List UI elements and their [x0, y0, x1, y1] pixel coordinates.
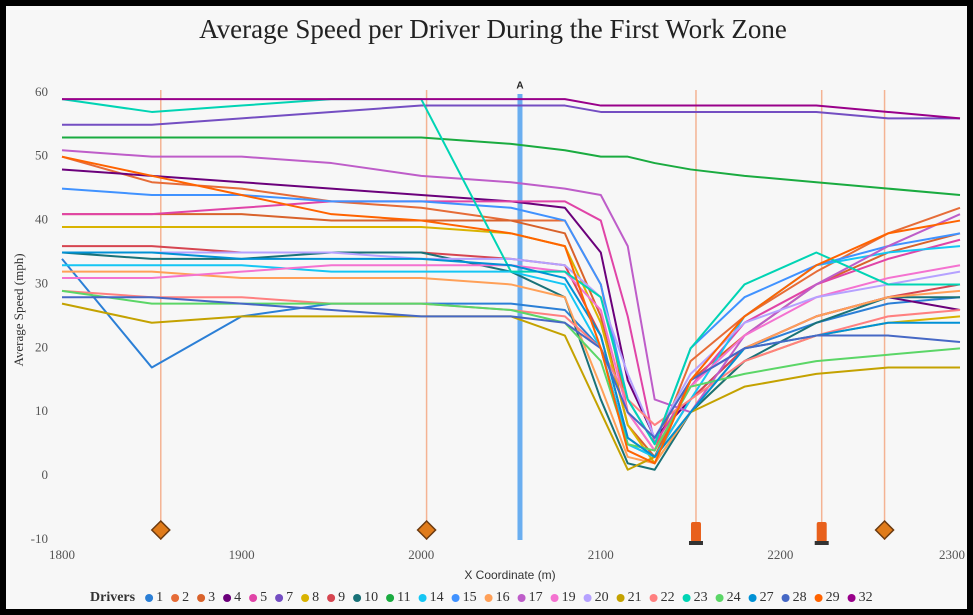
series-line [61, 187, 961, 446]
legend-label: 27 [760, 590, 774, 605]
legend-label: 19 [562, 590, 576, 605]
legend-label: 23 [694, 590, 708, 605]
legend-label: 24 [727, 590, 741, 605]
legend-label: 32 [859, 590, 873, 605]
legend-label: 5 [260, 590, 267, 605]
sign-icon [150, 519, 171, 541]
legend-label: 4 [234, 590, 241, 605]
legend-label: 22 [661, 590, 675, 605]
sign-icon [874, 519, 895, 541]
y-tick-label: 0 [42, 467, 49, 482]
legend-label: 28 [793, 590, 807, 605]
barrel-base [688, 541, 703, 545]
legend-label: 20 [595, 590, 609, 605]
legend-marker [715, 594, 724, 602]
legend-label: 15 [463, 590, 477, 605]
legend-marker [682, 594, 691, 602]
barrel-icon [816, 522, 827, 542]
y-tick-label: 50 [35, 148, 48, 163]
legend-marker [197, 594, 206, 602]
x-tick-label: 2200 [767, 547, 793, 562]
legend-marker [386, 594, 395, 602]
series-line [61, 302, 960, 471]
series-line [61, 98, 960, 446]
y-tick-label: 20 [35, 339, 48, 354]
series-line [62, 270, 961, 465]
legend-marker [781, 594, 790, 602]
sign-icon [416, 519, 437, 541]
legend-marker [616, 594, 625, 602]
series-line [61, 155, 961, 465]
legend-marker [327, 594, 336, 602]
y-axis-label: Average Speed (mph) [11, 253, 26, 366]
barrel-icon [690, 522, 701, 542]
legend-label: 14 [430, 590, 444, 605]
legend-label: 16 [496, 590, 510, 605]
legend-marker [353, 594, 362, 602]
legend-marker [418, 594, 427, 602]
legend-label: 3 [208, 590, 215, 605]
series-line [62, 264, 961, 452]
series-line [61, 289, 961, 452]
x-tick-label: 2000 [408, 547, 434, 562]
x-tick-label: 2100 [588, 547, 614, 562]
legend-marker [145, 594, 154, 602]
y-tick-label: 10 [35, 403, 48, 418]
legend-marker [484, 594, 493, 602]
series-line [62, 98, 961, 120]
legend-label: 21 [628, 590, 642, 605]
legend-marker [748, 594, 757, 602]
x-axis-label: X Coordinate (m) [464, 568, 555, 582]
x-tick-label: 1800 [49, 547, 75, 562]
legend-marker [275, 594, 284, 602]
series-line [61, 149, 961, 414]
barrel-base [814, 541, 829, 545]
highlight-label: A [516, 81, 523, 92]
legend-marker [550, 594, 559, 602]
legend-label: 7 [286, 590, 293, 605]
legend-marker [249, 594, 258, 602]
legend-label: 10 [364, 590, 378, 605]
legend-title: Drivers [90, 590, 136, 605]
legend-marker [649, 594, 658, 602]
y-tick-label: 40 [35, 212, 48, 227]
legend-label: 2 [182, 590, 189, 605]
legend-marker [451, 594, 460, 602]
x-tick-label: 1900 [229, 547, 255, 562]
series-line [61, 251, 960, 471]
legend-label: 11 [397, 590, 410, 605]
legend-label: 17 [529, 590, 543, 605]
legend-marker [301, 594, 310, 602]
series-line [62, 104, 960, 126]
legend-label: 29 [826, 590, 840, 605]
legend-marker [517, 594, 526, 602]
x-tick-label: 2300 [939, 547, 965, 562]
y-tick-label: 60 [35, 84, 48, 99]
legend-label: 8 [312, 590, 319, 605]
legend-label: 1 [156, 590, 163, 605]
legend-marker [171, 594, 180, 602]
chart-title: Average Speed per Driver During the Firs… [199, 14, 787, 44]
legend-marker [814, 594, 823, 602]
legend-label: 9 [338, 590, 345, 605]
series-line [62, 136, 961, 196]
legend-marker [223, 594, 232, 602]
series-line [62, 200, 961, 446]
legend-marker [583, 594, 592, 602]
y-tick-label: -10 [31, 531, 48, 546]
y-tick-label: 30 [35, 275, 48, 290]
legend-marker [847, 594, 856, 602]
